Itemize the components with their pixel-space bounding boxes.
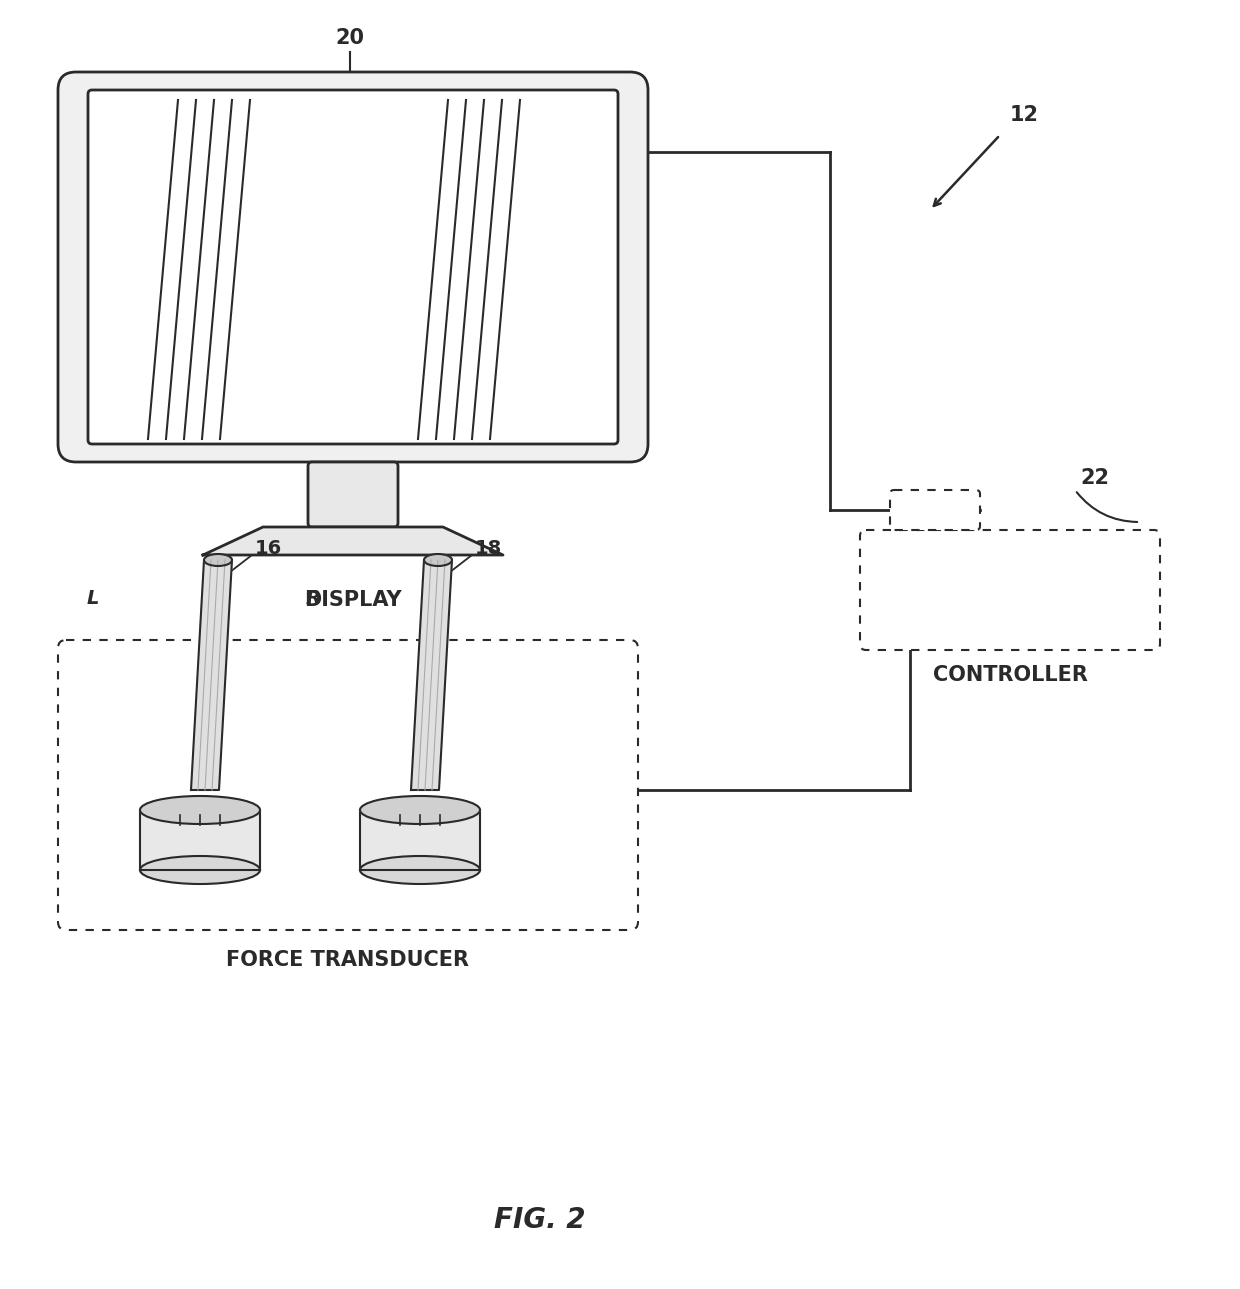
Ellipse shape — [140, 856, 260, 884]
FancyBboxPatch shape — [861, 530, 1159, 650]
Text: FIG. 2: FIG. 2 — [495, 1207, 585, 1234]
Polygon shape — [140, 809, 260, 870]
Text: 16: 16 — [255, 539, 283, 558]
Polygon shape — [191, 559, 232, 790]
Text: L: L — [87, 589, 99, 607]
FancyBboxPatch shape — [890, 490, 980, 530]
Polygon shape — [360, 809, 480, 870]
Ellipse shape — [360, 797, 480, 824]
FancyBboxPatch shape — [58, 641, 639, 929]
FancyBboxPatch shape — [88, 90, 618, 443]
Text: 12: 12 — [1011, 104, 1039, 125]
Text: 22: 22 — [1080, 468, 1109, 489]
Text: 20: 20 — [336, 28, 365, 48]
FancyBboxPatch shape — [58, 72, 649, 461]
Ellipse shape — [360, 856, 480, 884]
Ellipse shape — [140, 797, 260, 824]
Text: DISPLAY: DISPLAY — [304, 590, 402, 610]
FancyBboxPatch shape — [595, 764, 630, 815]
Text: 18: 18 — [475, 539, 502, 558]
Ellipse shape — [424, 554, 453, 566]
Polygon shape — [410, 559, 453, 790]
Text: FORCE TRANSDUCER: FORCE TRANSDUCER — [227, 950, 470, 971]
Polygon shape — [203, 527, 503, 556]
Ellipse shape — [205, 554, 232, 566]
FancyBboxPatch shape — [308, 461, 398, 527]
Text: CONTROLLER: CONTROLLER — [932, 665, 1087, 684]
Text: R: R — [305, 589, 320, 607]
